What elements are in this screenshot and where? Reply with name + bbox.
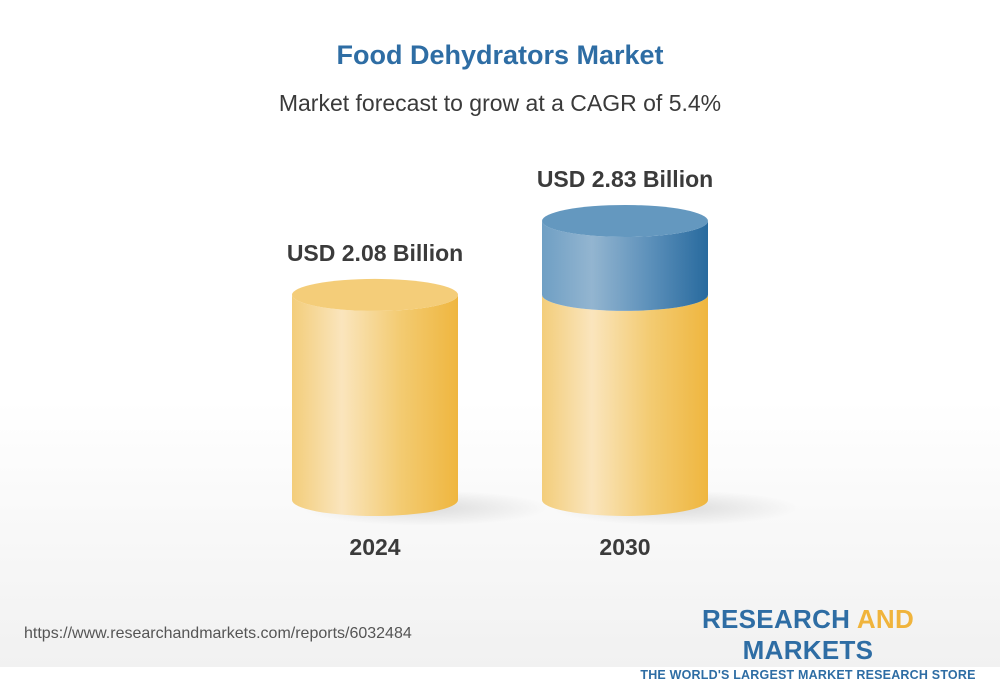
x-tick-label: 2030 <box>599 534 650 560</box>
bar-2024-base <box>292 294 458 516</box>
bar-2030-growth <box>542 220 708 311</box>
chart-area: USD 2.08 Billion 2024 USD 2.83 Billion 2030 <box>287 166 798 560</box>
chart-subtitle: Market forecast to grow at a CAGR of 5.4… <box>278 90 722 116</box>
bar-top <box>292 278 458 311</box>
bar-top <box>542 204 708 237</box>
x-tick-label: 2024 <box>349 534 400 560</box>
chart-title: Food Dehydrators Market <box>336 40 664 70</box>
data-label: USD 2.83 Billion <box>537 166 713 192</box>
logo: RESEARCH AND MARKETS THE WORLD'S LARGEST… <box>640 604 976 682</box>
bar-2030-base <box>542 294 708 516</box>
data-label: USD 2.08 Billion <box>287 240 463 266</box>
source-url[interactable]: https://www.researchandmarkets.com/repor… <box>24 625 412 642</box>
